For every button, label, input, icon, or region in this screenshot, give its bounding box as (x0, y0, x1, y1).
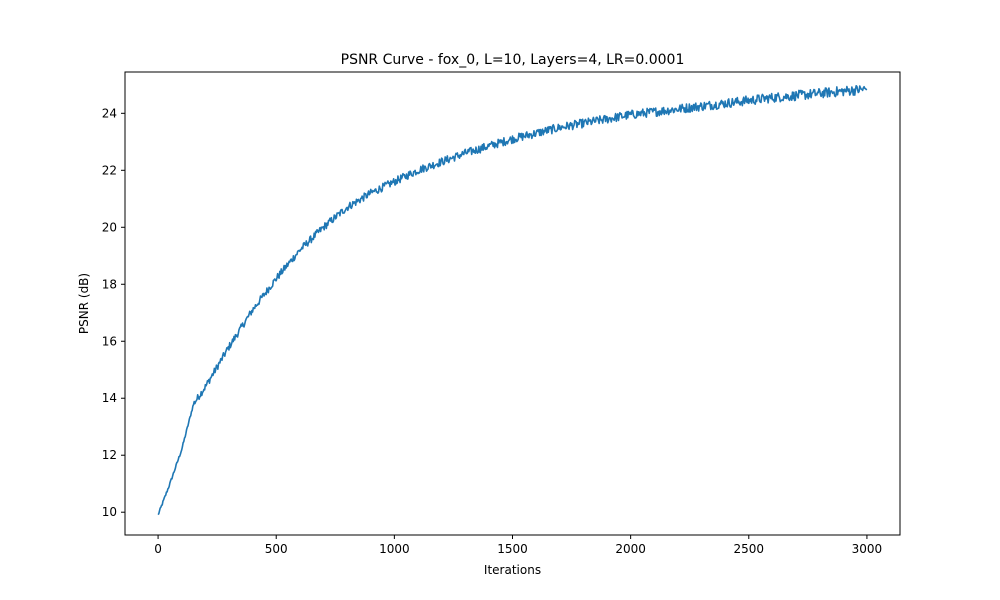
y-tick-label: 18 (102, 277, 117, 291)
y-tick-label: 24 (102, 106, 117, 120)
y-tick-label: 12 (102, 448, 117, 462)
x-tick-label: 1500 (497, 542, 528, 556)
x-tick-label: 1000 (379, 542, 410, 556)
x-axis: 0 500 1000 1500 2000 2500 3000 (154, 535, 882, 556)
y-axis: 10 12 14 16 18 20 22 24 (102, 106, 125, 519)
series-line (157, 84, 868, 516)
x-tick-label: 2000 (615, 542, 646, 556)
y-tick-label: 10 (102, 505, 117, 519)
x-tick-label: 0 (154, 542, 162, 556)
y-tick-label: 16 (102, 334, 117, 348)
x-tick-label: 2500 (734, 542, 765, 556)
x-tick-label: 3000 (852, 542, 883, 556)
y-tick-label: 14 (102, 391, 117, 405)
x-axis-label: Iterations (484, 563, 541, 577)
y-axis-label: PSNR (dB) (77, 273, 91, 334)
y-tick-label: 20 (102, 220, 117, 234)
x-tick-label: 500 (265, 542, 288, 556)
chart-title: PSNR Curve - fox_0, L=10, Layers=4, LR=0… (341, 52, 685, 68)
y-tick-label: 22 (102, 163, 117, 177)
